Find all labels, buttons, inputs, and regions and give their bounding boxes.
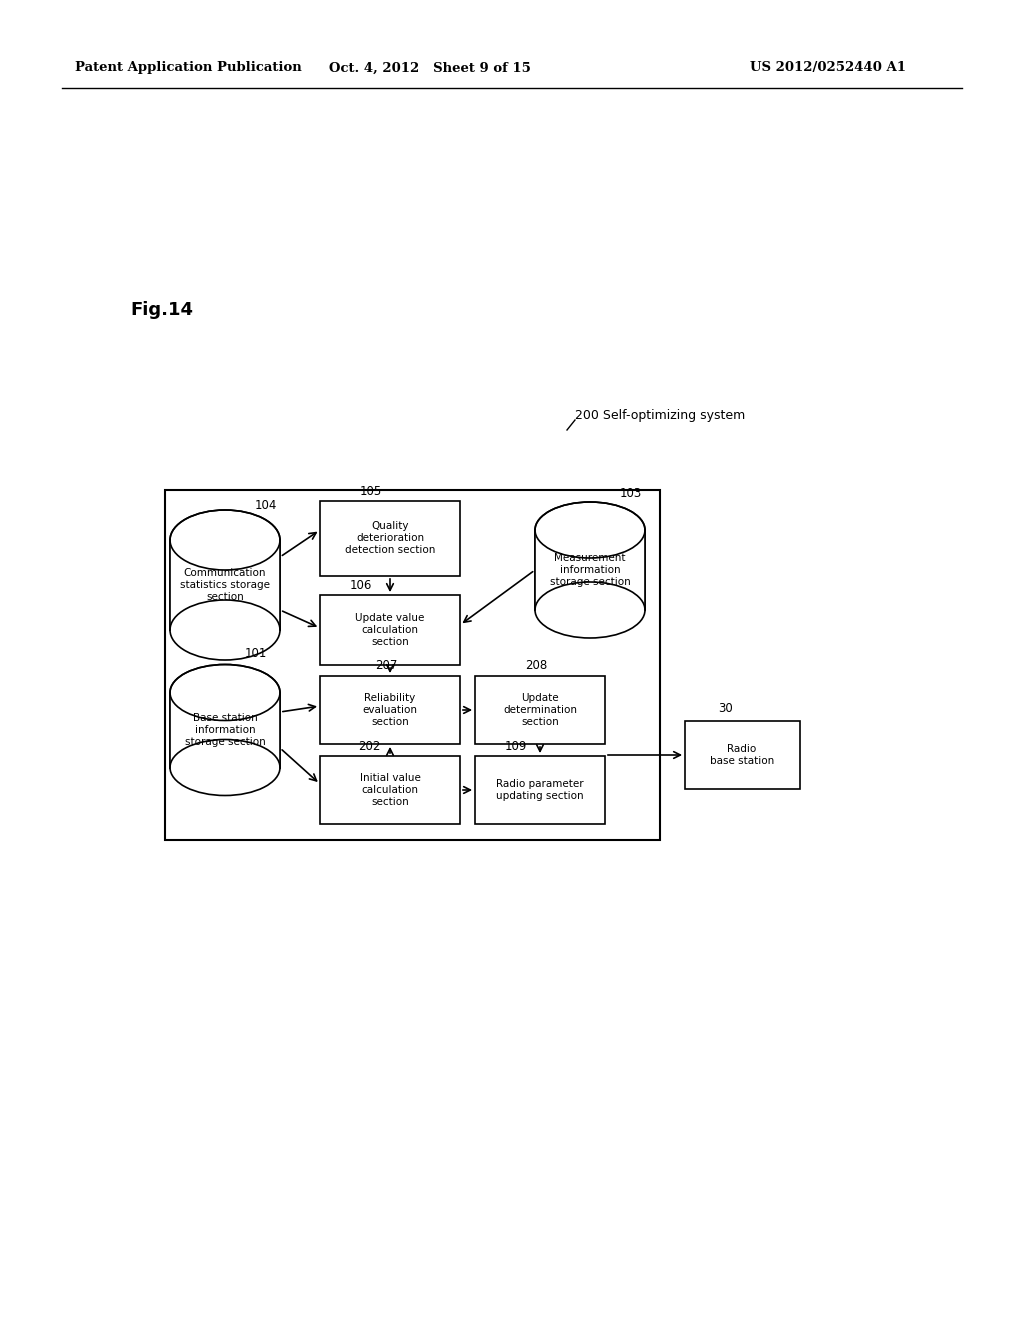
Bar [165,490,660,840]
Text: Communication
statistics storage
section: Communication statistics storage section [180,569,270,602]
Text: 105: 105 [360,484,382,498]
Ellipse shape [170,739,280,796]
Bar [170,540,280,630]
Text: 106: 106 [350,579,373,591]
Bar [319,676,460,744]
Text: 109: 109 [505,741,527,752]
Text: 30: 30 [718,702,733,715]
Text: 202: 202 [358,741,380,752]
Ellipse shape [535,582,645,638]
Text: Patent Application Publication: Patent Application Publication [75,62,302,74]
Text: Update
determination
section: Update determination section [503,693,577,726]
Text: Radio
base station: Radio base station [710,744,774,766]
Bar [319,595,460,665]
Text: 207: 207 [375,659,397,672]
Bar [475,756,605,824]
Text: 103: 103 [620,487,642,500]
Bar [475,676,605,744]
Text: Initial value
calculation
section: Initial value calculation section [359,774,421,807]
Text: Reliability
evaluation
section: Reliability evaluation section [362,693,418,726]
Text: 200 Self-optimizing system: 200 Self-optimizing system [575,408,745,421]
Ellipse shape [170,601,280,660]
Text: 208: 208 [525,659,547,672]
Text: Radio parameter
updating section: Radio parameter updating section [497,779,584,801]
Text: Fig.14: Fig.14 [130,301,193,319]
Text: 101: 101 [245,647,267,660]
Bar [684,721,800,789]
Text: Update value
calculation
section: Update value calculation section [355,614,425,647]
Bar [319,756,460,824]
Bar [170,693,280,767]
Text: Oct. 4, 2012   Sheet 9 of 15: Oct. 4, 2012 Sheet 9 of 15 [329,62,530,74]
Ellipse shape [535,502,645,558]
Ellipse shape [170,664,280,721]
Ellipse shape [170,510,280,570]
Text: Base station
information
storage section: Base station information storage section [184,713,265,747]
Text: 104: 104 [255,499,278,512]
Bar [535,531,645,610]
Text: US 2012/0252440 A1: US 2012/0252440 A1 [750,62,906,74]
Text: Measurement
information
storage section: Measurement information storage section [550,553,631,586]
Text: Quality
deterioration
detection section: Quality deterioration detection section [345,521,435,554]
Bar [319,500,460,576]
